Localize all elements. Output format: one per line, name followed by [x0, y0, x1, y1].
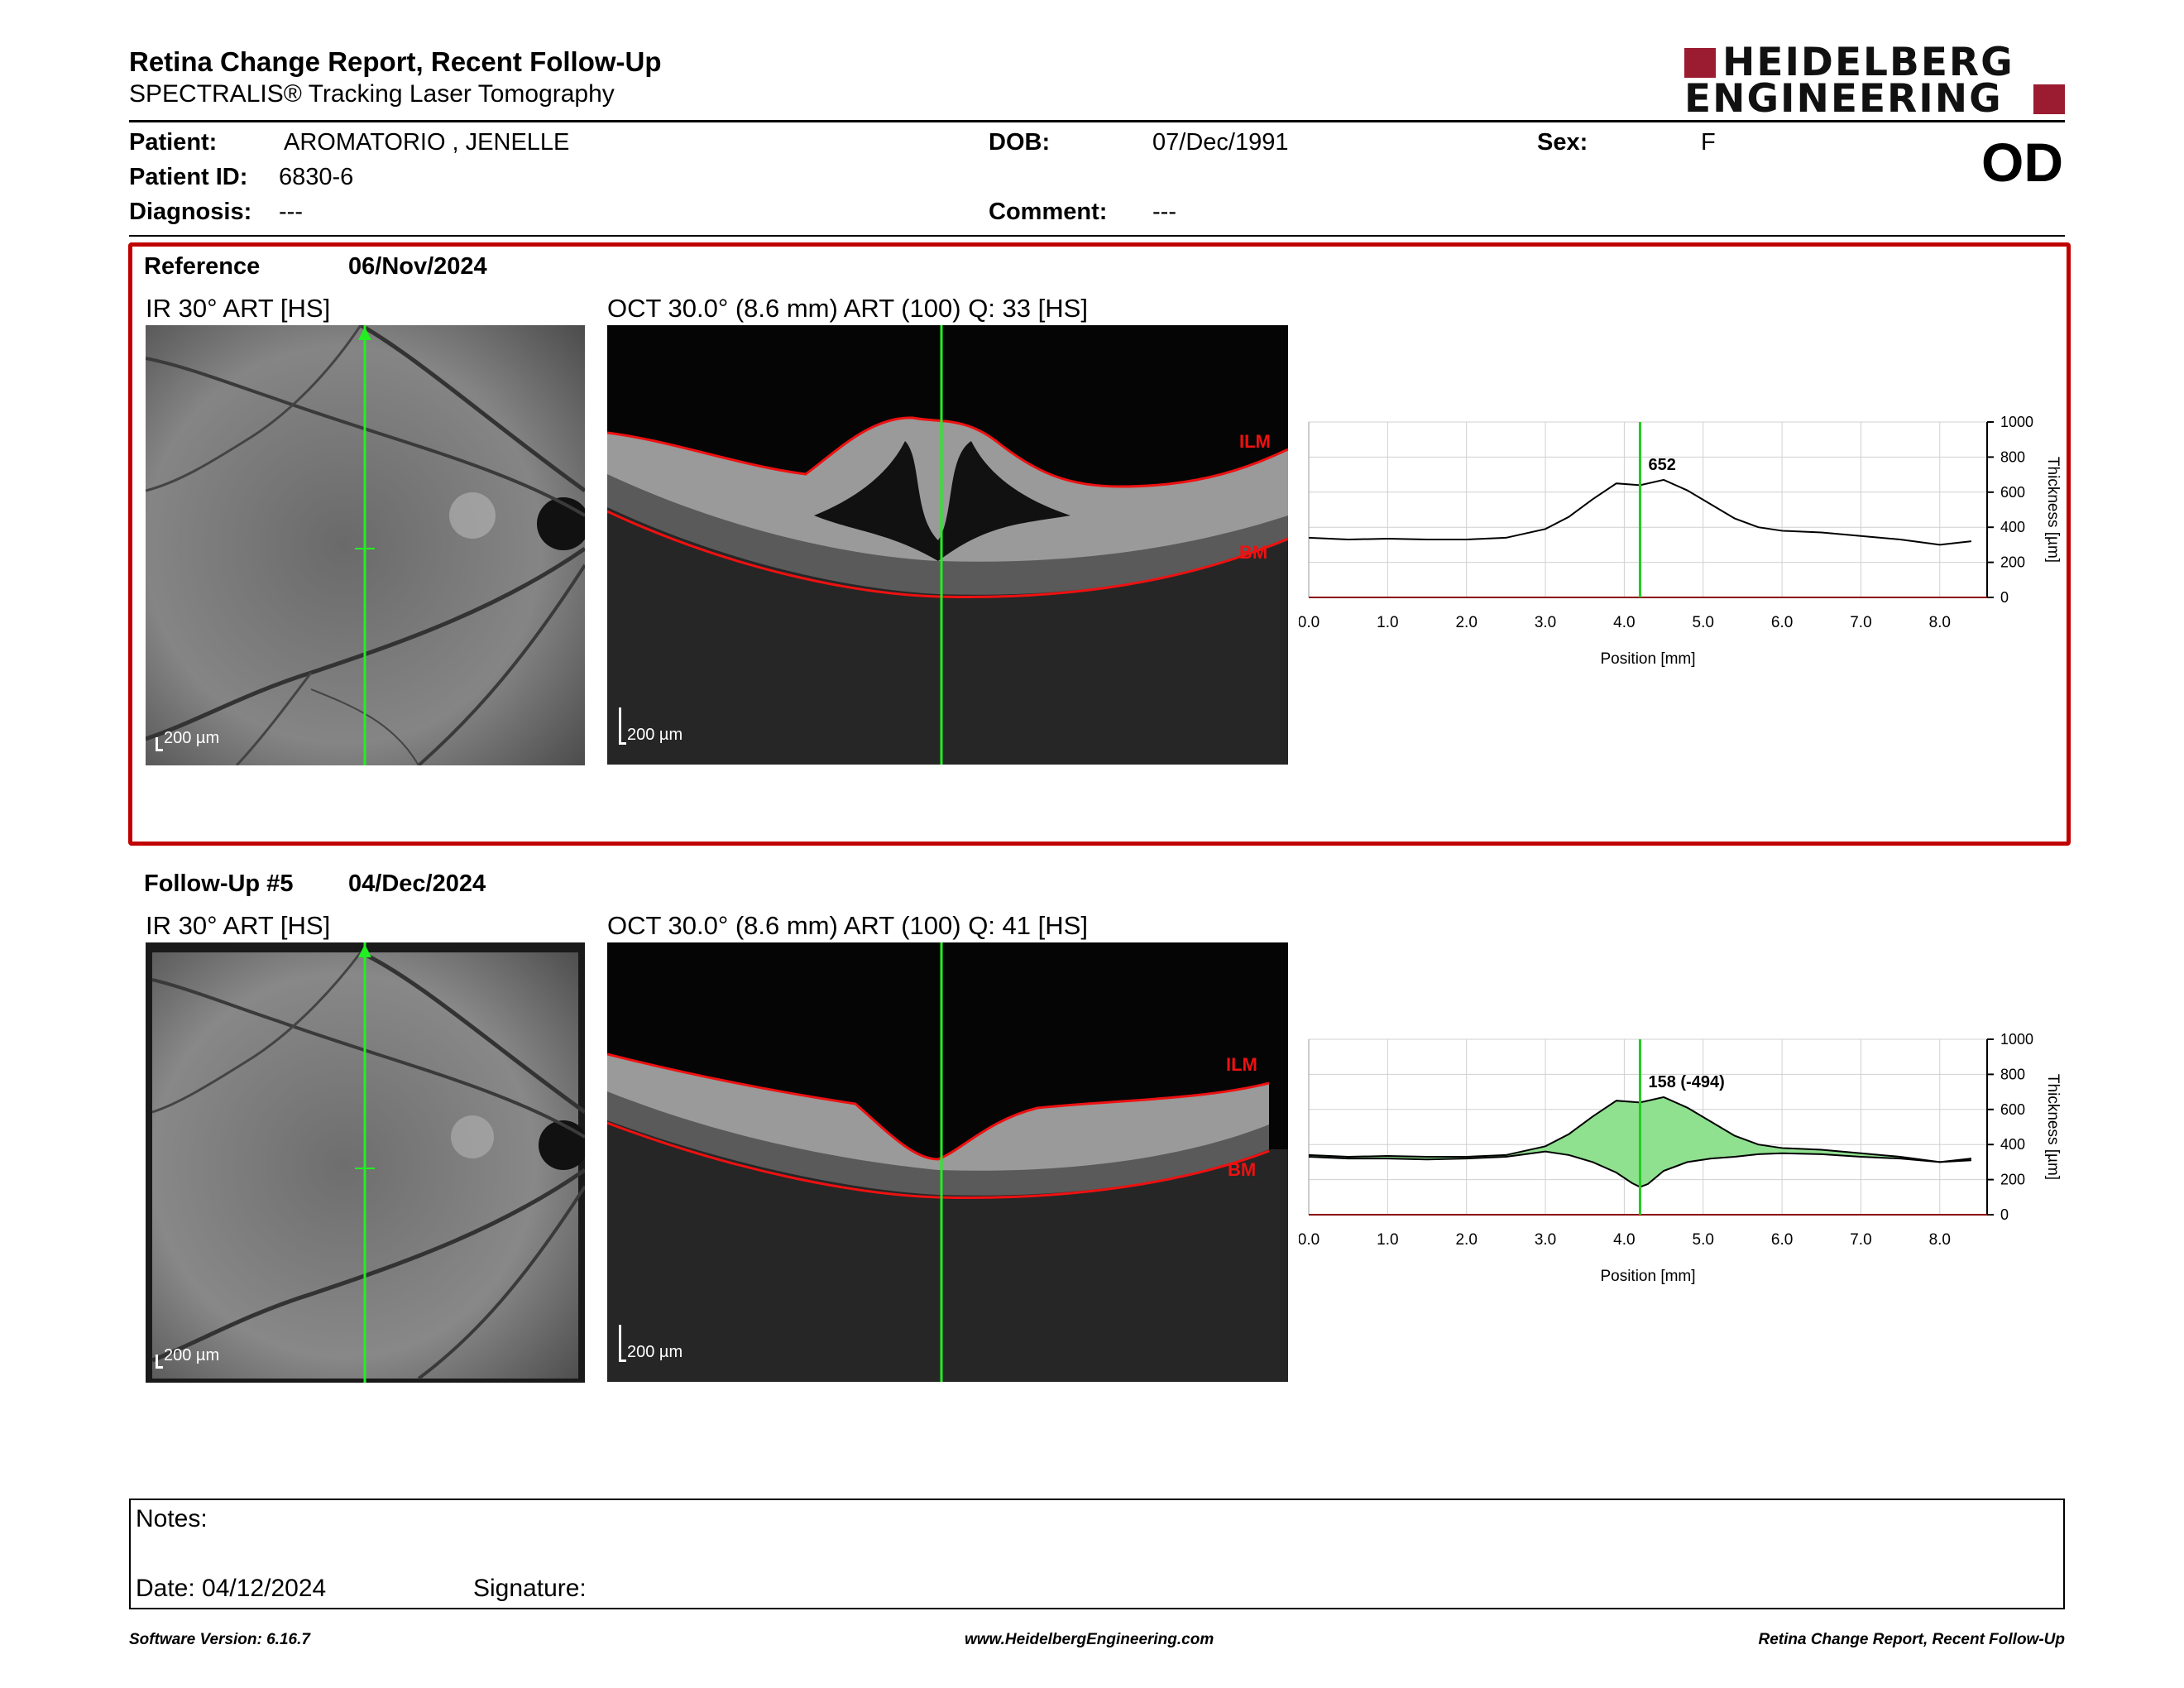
x-tick-label: 1.0 — [1377, 1231, 1398, 1249]
x-tick-label: 0.0 — [1299, 614, 1320, 631]
patient-divider — [129, 235, 2065, 237]
diagnosis-value: --- — [279, 199, 303, 225]
patient-label: Patient: — [129, 129, 218, 156]
y-tick-label: 800 — [2000, 1066, 2025, 1082]
x-tick-label: 2.0 — [1455, 1231, 1477, 1249]
followup-ir-fundus-image: 200 µm — [146, 942, 585, 1383]
x-tick-label: 6.0 — [1771, 1231, 1793, 1249]
y-tick-label: 200 — [2000, 554, 2025, 571]
x-axis-label: Position [mm] — [1600, 1268, 1695, 1285]
x-tick-label: 3.0 — [1535, 1231, 1556, 1249]
x-tick-label: 5.0 — [1693, 1231, 1714, 1249]
y-tick-label: 400 — [2000, 1136, 2025, 1153]
x-tick-label: 1.0 — [1377, 614, 1398, 631]
followup-oct-scale: 200 µm — [627, 1343, 683, 1361]
reference-oct-scale: 200 µm — [627, 726, 683, 744]
y-tick-label: 800 — [2000, 448, 2025, 465]
x-tick-label: 2.0 — [1455, 614, 1477, 631]
followup-ir-title: IR 30° ART [HS] — [146, 911, 331, 940]
marker-value-label: 158 (-494) — [1648, 1073, 1724, 1091]
heidelberg-logo: HEIDELBERG ENGINEERING — [1684, 40, 2065, 122]
scale-bar-icon — [156, 1355, 163, 1369]
y-tick-label: 0 — [2000, 1206, 2009, 1223]
y-tick-label: 400 — [2000, 519, 2025, 535]
sex-label: Sex: — [1537, 129, 1588, 156]
dob-value: 07/Dec/1991 — [1152, 129, 1289, 156]
followup-date: 04/Dec/2024 — [348, 870, 486, 897]
y-tick-label: 600 — [2000, 484, 2025, 501]
x-tick-label: 7.0 — [1850, 614, 1871, 631]
software-version: Software Version: 6.16.7 — [129, 1631, 310, 1648]
scale-bar-icon — [619, 707, 626, 745]
reference-highlight-box — [128, 242, 2071, 846]
scale-bar-icon — [156, 737, 163, 751]
patient-id: 6830-6 — [279, 164, 354, 190]
followup-label: Follow-Up #5 — [144, 870, 294, 897]
signature-label: Signature: — [473, 1575, 587, 1602]
notes-box[interactable]: Notes: Date: 04/12/2024 Signature: — [129, 1499, 2065, 1609]
series-line-0 — [1308, 1150, 1971, 1188]
y-tick-label: 1000 — [2000, 414, 2033, 430]
y-axis-label: Thickness [µm] — [2044, 1074, 2062, 1180]
followup-thickness-chart: 0.0 1.0 2.0 3.0 4.0 5.0 6.0 7.0 8.0 0 200 400 600 800… — [1298, 1031, 2076, 1296]
series-line-0 — [1308, 478, 1972, 546]
reference-ir-fundus-image: 200 µm — [146, 325, 585, 765]
followup-bm-label: BM — [1228, 1159, 1257, 1180]
x-tick-label: 5.0 — [1693, 614, 1714, 631]
report-title: Retina Change Report, Recent Follow-Up — [129, 46, 662, 77]
reference-ir-scale: 200 µm — [164, 729, 220, 747]
eye-badge: OD — [1981, 132, 2063, 193]
patient-name: AROMATORIO , JENELLE — [284, 129, 570, 156]
scale-bar-icon — [619, 1325, 626, 1362]
reference-ir-title: IR 30° ART [HS] — [146, 294, 331, 323]
followup-oct-title: OCT 30.0° (8.6 mm) ART (100) Q: 41 [HS] — [607, 911, 1088, 940]
reference-ilm-label: ILM — [1239, 431, 1271, 452]
x-tick-label: 8.0 — [1929, 614, 1951, 631]
x-tick-label: 6.0 — [1771, 614, 1793, 631]
reference-label: Reference — [144, 253, 261, 280]
notes-label: Notes: — [136, 1505, 208, 1532]
report-subtitle: SPECTRALIS® Tracking Laser Tomography — [129, 80, 615, 108]
x-tick-label: 3.0 — [1535, 614, 1556, 631]
reference-bm-label: BM — [1239, 542, 1268, 563]
patient-id-label: Patient ID: — [129, 164, 248, 190]
y-tick-label: 200 — [2000, 1172, 2025, 1188]
comment-label: Comment: — [989, 199, 1108, 225]
x-tick-label: 4.0 — [1613, 614, 1635, 631]
x-tick-label: 0.0 — [1299, 1231, 1320, 1249]
x-tick-label: 4.0 — [1613, 1231, 1635, 1249]
y-tick-label: 0 — [2000, 589, 2009, 606]
followup-oct-bscan-image: ILM BM 200 µm — [607, 942, 1288, 1382]
comment-value: --- — [1152, 199, 1176, 225]
followup-ilm-label: ILM — [1226, 1054, 1257, 1075]
series-line-1 — [1308, 1096, 1972, 1163]
x-tick-label: 8.0 — [1929, 1231, 1951, 1249]
notes-date: Date: 04/12/2024 — [136, 1575, 327, 1602]
y-tick-label: 600 — [2000, 1101, 2025, 1118]
header-divider — [129, 120, 2065, 122]
followup-ir-scale: 200 µm — [164, 1346, 220, 1364]
x-axis-label: Position [mm] — [1600, 650, 1695, 668]
y-axis-label: Thickness [µm] — [2044, 457, 2062, 563]
y-tick-label: 1000 — [2000, 1031, 2033, 1048]
diagnosis-label: Diagnosis: — [129, 199, 252, 225]
footer-report-name: Retina Change Report, Recent Follow-Up — [1758, 1631, 2065, 1648]
reference-thickness-chart: 0.0 1.0 2.0 3.0 4.0 5.0 6.0 7.0 8.0 0 200 400 600 800… — [1298, 414, 2076, 679]
x-tick-label: 7.0 — [1850, 1231, 1871, 1249]
reference-date: 06/Nov/2024 — [348, 253, 487, 280]
reference-oct-bscan-image: ILM BM 200 µm — [607, 325, 1288, 765]
marker-value-label: 652 — [1648, 456, 1675, 474]
website-link[interactable]: www.HeidelbergEngineering.com — [965, 1631, 1214, 1648]
dob-label: DOB: — [989, 129, 1051, 156]
sex-value: F — [1701, 129, 1716, 156]
reference-oct-title: OCT 30.0° (8.6 mm) ART (100) Q: 33 [HS] — [607, 294, 1088, 323]
